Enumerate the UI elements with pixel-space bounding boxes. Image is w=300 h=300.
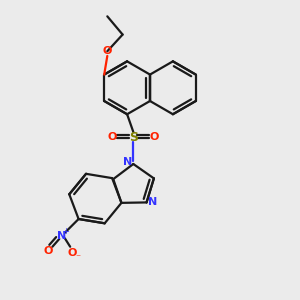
Text: +: + <box>62 227 69 236</box>
Text: O: O <box>103 46 112 56</box>
Text: O: O <box>149 132 159 142</box>
Text: ⁻: ⁻ <box>76 253 81 263</box>
Text: O: O <box>43 246 52 256</box>
Text: N: N <box>148 197 158 207</box>
Text: N: N <box>57 231 66 241</box>
Text: O: O <box>108 132 117 142</box>
Text: N: N <box>123 158 132 167</box>
Text: O: O <box>68 248 77 258</box>
Text: S: S <box>129 131 138 144</box>
